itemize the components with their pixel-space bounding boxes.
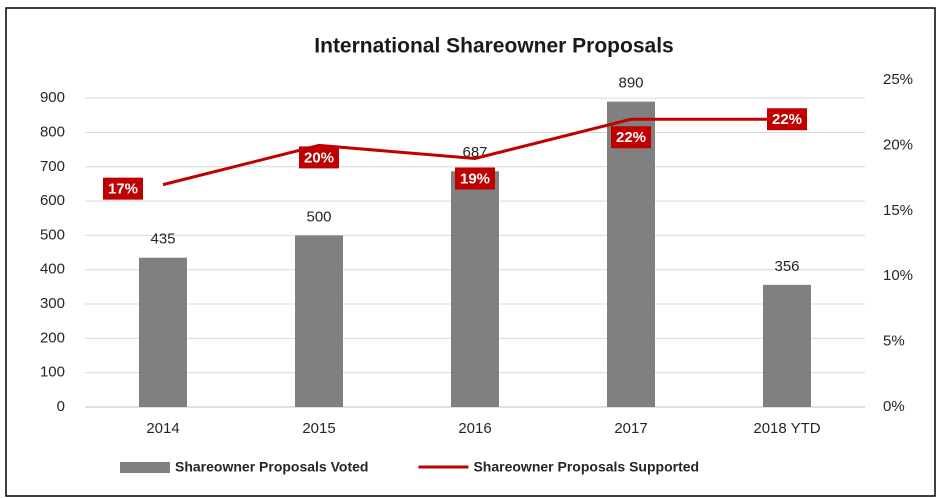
line-value-label: 17% (108, 181, 138, 198)
value-label-box (455, 167, 495, 190)
bar (607, 101, 655, 407)
y-tick-label: 600 (40, 192, 65, 209)
value-label-box (611, 126, 651, 149)
y-tick-label: 300 (40, 295, 65, 312)
bar-value-label: 890 (618, 75, 643, 92)
y-tick-label: 0 (57, 398, 65, 415)
y2-tick-label: 0% (883, 398, 905, 415)
line-value-label: 22% (772, 111, 802, 128)
chart-title: International Shareowner Proposals (314, 35, 673, 58)
y-tick-label: 700 (40, 158, 65, 175)
y2-tick-label: 15% (883, 202, 913, 219)
legend-swatch (120, 462, 170, 473)
y-tick-label: 500 (40, 226, 65, 243)
x-tick-label: 2016 (458, 420, 491, 437)
y2-tick-label: 20% (883, 136, 913, 153)
value-label-box (103, 177, 143, 200)
y-tick-label: 800 (40, 123, 65, 140)
value-label-box (299, 146, 339, 169)
x-tick-label: 2018 YTD (753, 420, 820, 437)
y2-tick-label: 25% (883, 71, 913, 88)
line-series (162, 117, 787, 187)
bar-value-label: 435 (150, 231, 175, 248)
bar-value-label: 356 (774, 258, 799, 275)
bar (763, 284, 811, 407)
y-tick-label: 900 (40, 89, 65, 106)
line-value-label: 20% (304, 149, 334, 166)
y-tick-label: 100 (40, 364, 65, 381)
bar (295, 235, 343, 407)
legend-label: Shareowner Proposals Supported (473, 459, 699, 475)
bar-value-label: 500 (306, 208, 331, 225)
x-tick-label: 2014 (146, 420, 179, 437)
legend-label: Shareowner Proposals Voted (175, 459, 368, 475)
x-tick-label: 2015 (302, 420, 335, 437)
bar (451, 171, 499, 407)
x-tick-label: 2017 (614, 420, 647, 437)
line-value-label: 22% (616, 129, 646, 146)
y2-tick-label: 10% (883, 267, 913, 284)
bar (139, 257, 187, 407)
line-value-label: 19% (460, 170, 490, 187)
y2-tick-label: 5% (883, 333, 905, 350)
y-tick-label: 400 (40, 261, 65, 278)
value-label-box (767, 108, 807, 131)
y-tick-label: 200 (40, 329, 65, 346)
